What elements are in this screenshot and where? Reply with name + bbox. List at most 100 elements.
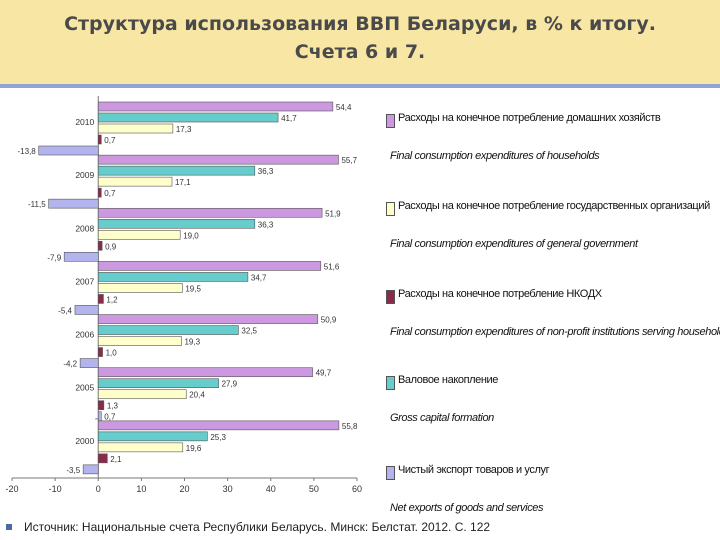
bar-gross_capital-2006 bbox=[97, 325, 239, 335]
bar-household-2006 bbox=[97, 314, 319, 324]
bar-gross_capital-2000 bbox=[97, 431, 208, 442]
category-label: 2008 bbox=[75, 223, 94, 233]
bar-household-2000 bbox=[97, 420, 340, 431]
x-tick-label: -20 bbox=[5, 484, 18, 494]
bar-npish-2009 bbox=[97, 187, 102, 198]
data-label-npish-2007: 1,2 bbox=[106, 295, 118, 304]
bar-npish-2006 bbox=[97, 347, 103, 357]
bar-net_exports-2005 bbox=[97, 411, 102, 422]
bar-gross_capital-2007 bbox=[97, 272, 249, 282]
data-label-household-2009: 55,7 bbox=[341, 156, 357, 165]
data-label-gross_capital-2009: 36,3 bbox=[258, 167, 274, 176]
chart-legend: Расходы на конечное потребление домашних… bbox=[386, 102, 720, 522]
bar-government-2009 bbox=[97, 176, 173, 187]
x-tick-label: 60 bbox=[352, 484, 362, 494]
title-divider bbox=[0, 84, 720, 88]
title-line-1: Структура использования ВВП Беларуси, в … bbox=[64, 13, 656, 35]
data-label-net_exports-2000: -3,5 bbox=[66, 466, 80, 475]
x-tick-label: 30 bbox=[223, 484, 233, 494]
legend-label-ru: Расходы на конечное потребление домашних… bbox=[398, 112, 661, 124]
bar-household-2007 bbox=[97, 261, 322, 271]
category-label: 2006 bbox=[75, 330, 94, 340]
data-label-government-2007: 19,5 bbox=[185, 284, 201, 293]
data-label-npish-2010: 0,7 bbox=[104, 136, 116, 145]
data-label-household-2008: 51,9 bbox=[325, 209, 341, 218]
bar-npish-2007 bbox=[97, 294, 104, 304]
data-label-government-2008: 19,0 bbox=[183, 231, 199, 240]
x-tick-label: 50 bbox=[309, 484, 319, 494]
data-label-household-2006: 50,9 bbox=[321, 316, 337, 325]
legend-swatch-npish bbox=[386, 290, 395, 304]
data-label-government-2010: 17,3 bbox=[176, 125, 192, 134]
data-label-net_exports-2007: -5,4 bbox=[58, 306, 72, 315]
bar-net_exports-2009 bbox=[48, 198, 99, 209]
legend-label-en: Final consumption expenditures of non-pr… bbox=[390, 326, 720, 338]
category-label: 2007 bbox=[75, 276, 94, 286]
category-label: 2009 bbox=[75, 170, 94, 180]
data-label-government-2000: 19,6 bbox=[186, 444, 202, 453]
x-tick-label: 10 bbox=[136, 484, 146, 494]
bar-gross_capital-2005 bbox=[97, 378, 219, 389]
bar-government-2007 bbox=[97, 283, 183, 293]
bar-household-2009 bbox=[97, 154, 339, 165]
data-label-npish-2009: 0,7 bbox=[104, 189, 116, 198]
data-label-npish-2008: 0,9 bbox=[105, 242, 117, 251]
bar-npish-2008 bbox=[97, 240, 103, 251]
data-label-npish-2005: 1,3 bbox=[107, 402, 119, 411]
data-label-npish-2000: 2,1 bbox=[110, 455, 122, 464]
data-label-gross_capital-2006: 32,5 bbox=[241, 327, 257, 336]
legend-label-en: Final consumption expenditures of househ… bbox=[390, 150, 600, 162]
bar-household-2008 bbox=[97, 207, 323, 218]
data-label-net_exports-2006: -4,2 bbox=[63, 360, 77, 369]
legend-label-ru: Чистый экспорт товаров и услуг bbox=[398, 464, 550, 476]
bar-household-2005 bbox=[97, 367, 313, 378]
data-label-gross_capital-2000: 25,3 bbox=[210, 433, 226, 442]
data-label-government-2009: 17,1 bbox=[175, 178, 191, 187]
data-label-household-2007: 51,6 bbox=[324, 262, 340, 271]
data-label-gross_capital-2010: 41,7 bbox=[281, 114, 297, 123]
data-label-net_exports-2005: 0,7 bbox=[104, 413, 116, 422]
bar-npish-2010 bbox=[97, 134, 102, 145]
data-label-net_exports-2009: -11,5 bbox=[28, 200, 46, 209]
bar-government-2000 bbox=[97, 442, 184, 453]
legend-label-en: Final consumption expenditures of genera… bbox=[390, 238, 638, 250]
title-bar: Структура использования ВВП Беларуси, в … bbox=[0, 0, 720, 85]
data-label-net_exports-2008: -7,9 bbox=[47, 253, 61, 262]
data-label-household-2010: 54,4 bbox=[336, 103, 352, 112]
bar-net_exports-2010 bbox=[38, 145, 99, 156]
category-label: 2000 bbox=[75, 436, 94, 446]
bar-government-2005 bbox=[97, 389, 187, 400]
data-label-government-2005: 20,4 bbox=[189, 391, 205, 400]
bar-net_exports-2008 bbox=[63, 251, 99, 262]
bar-government-2006 bbox=[97, 336, 182, 346]
bar-npish-2000 bbox=[97, 453, 108, 464]
bar-gross_capital-2010 bbox=[97, 112, 279, 123]
legend-swatch-government bbox=[386, 202, 395, 216]
category-label: 2010 bbox=[75, 117, 94, 127]
data-label-net_exports-2010: -13,8 bbox=[18, 147, 37, 156]
x-tick-label: 20 bbox=[179, 484, 189, 494]
gdp-bar-chart: -20 -10 0 10 20 30 40 50 60 2010 54,4 41,7 17,3 0,7 -1… bbox=[5, 96, 362, 494]
bar-net_exports-2000 bbox=[82, 464, 99, 475]
data-label-gross_capital-2007: 34,7 bbox=[251, 273, 267, 282]
x-tick-label: -10 bbox=[49, 484, 62, 494]
bar-government-2008 bbox=[97, 229, 181, 240]
title-line-2: Счета 6 и 7. bbox=[294, 41, 426, 63]
legend-label-en: Gross capital formation bbox=[390, 412, 494, 424]
page-title: Структура использования ВВП Беларуси, в … bbox=[10, 10, 710, 66]
legend-label-ru: Расходы на конечное потребление государс… bbox=[398, 200, 710, 212]
data-label-household-2005: 49,7 bbox=[316, 369, 332, 378]
data-label-household-2000: 55,8 bbox=[342, 422, 358, 431]
data-label-npish-2006: 1,0 bbox=[106, 349, 118, 358]
x-tick-label: 40 bbox=[266, 484, 276, 494]
legend-swatch-gross_capital bbox=[386, 376, 395, 390]
legend-label-ru: Расходы на конечное потребление НКОДХ bbox=[398, 288, 602, 300]
data-label-gross_capital-2005: 27,9 bbox=[222, 380, 238, 389]
bar-net_exports-2007 bbox=[74, 305, 99, 315]
bar-gross_capital-2008 bbox=[97, 218, 256, 229]
data-label-gross_capital-2008: 36,3 bbox=[258, 220, 274, 229]
bullet-icon bbox=[6, 523, 12, 530]
bar-gross_capital-2009 bbox=[97, 165, 256, 176]
bar-npish-2005 bbox=[97, 400, 105, 411]
source-note: Источник: Национальные счета Республики … bbox=[6, 520, 706, 534]
